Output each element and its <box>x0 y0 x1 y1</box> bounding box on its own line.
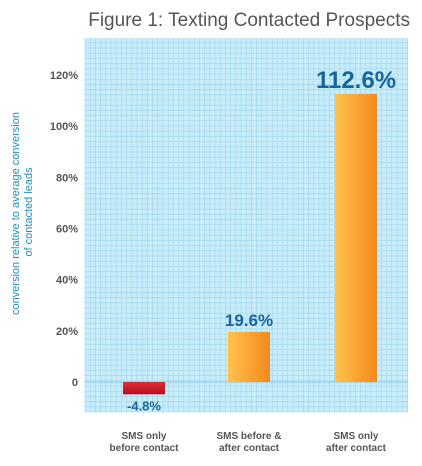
y-tick-label: 40% <box>56 275 78 287</box>
category-label: SMS only after contact <box>326 431 387 454</box>
data-label: 112.6% <box>316 67 396 94</box>
y-axis-label-line-1: conversion relative to average conversio… <box>10 112 22 315</box>
data-label: -4.8% <box>127 398 161 413</box>
plot-area: 020%40%60%80%100%120%-4.8%SMS only before… <box>50 38 408 454</box>
category-label-line: after contact <box>219 443 280 454</box>
bar <box>335 93 377 383</box>
category-label-line: before contact <box>110 443 180 454</box>
y-axis-label-line-2: of contacted leads <box>23 167 35 257</box>
category-label: SMS before & after contact <box>216 431 281 454</box>
chart-title: Figure 1: Texting Contacted Prospects <box>88 10 410 31</box>
category-label-line: after contact <box>326 443 387 454</box>
category-label: SMS only before contact <box>110 431 180 454</box>
y-tick-label: 20% <box>56 326 78 338</box>
y-tick-label: 100% <box>50 121 78 133</box>
category-label-line: SMS only <box>333 431 378 442</box>
category-label-line: SMS before & <box>216 431 281 442</box>
data-label: 19.6% <box>225 311 273 330</box>
bar <box>228 331 270 382</box>
y-tick-label: 0 <box>72 377 78 389</box>
bar <box>123 382 165 395</box>
category-label-line: SMS only <box>121 431 166 442</box>
y-tick-label: 80% <box>56 172 78 184</box>
y-tick-label: 120% <box>50 70 78 82</box>
y-axis-label: conversion relative to average conversio… <box>10 109 35 315</box>
y-tick-label: 60% <box>56 224 78 236</box>
